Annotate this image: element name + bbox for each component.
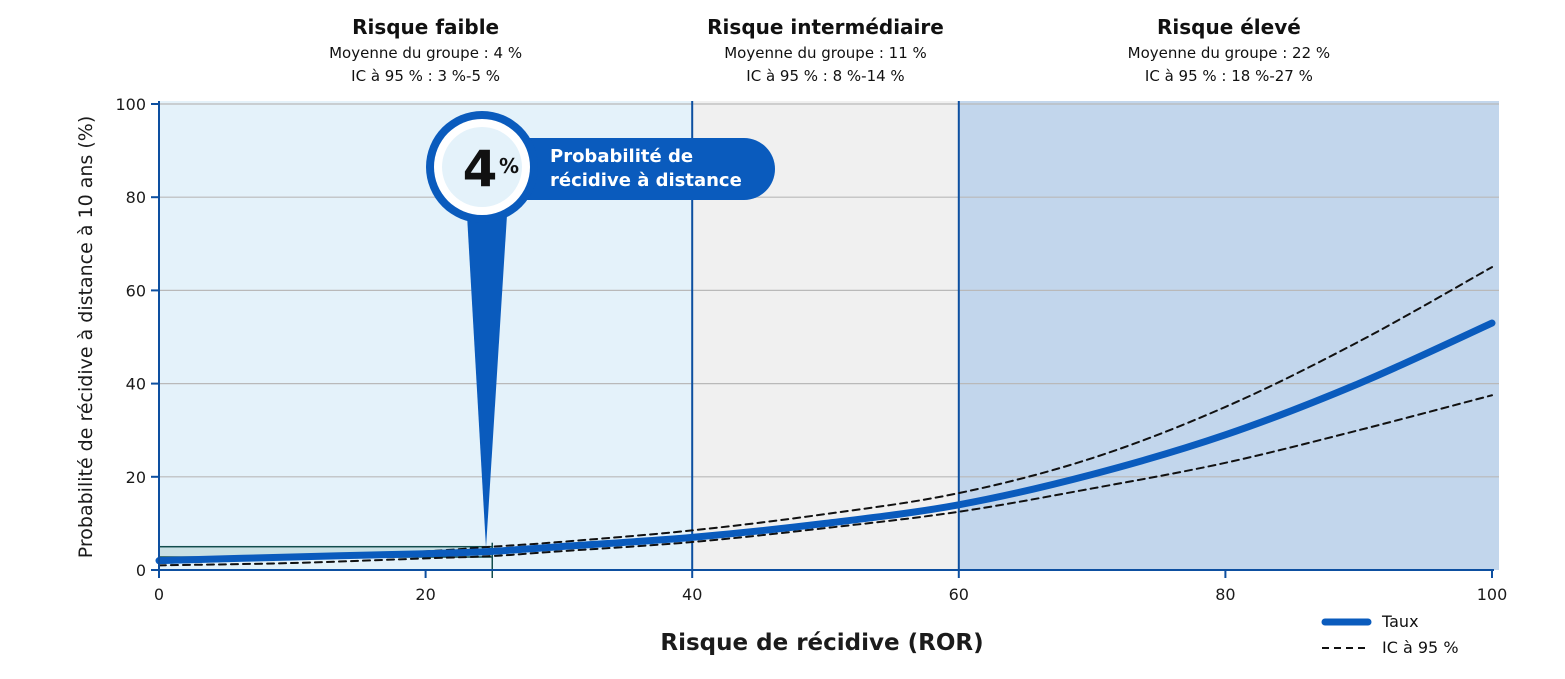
series-lines [155, 266, 1496, 567]
zone-mean-0: Moyenne du groupe : 4 % [329, 44, 522, 62]
zone-title-1: Risque intermédiaire [707, 15, 944, 39]
legend-label-taux: Taux [1381, 612, 1419, 631]
zone-mean-2: Moyenne du groupe : 22 % [1128, 44, 1331, 62]
zone-background-2 [958, 101, 1499, 570]
axes: 0 20 40 60 80 100 0 20 40 60 80 100 [115, 95, 1507, 604]
callout-value: 4 [463, 140, 498, 198]
risk-zones [159, 101, 1499, 570]
zone-mean-1: Moyenne du groupe : 11 % [724, 44, 927, 62]
y-tick-label-2: 40 [126, 375, 146, 394]
zone-ci-0: IC à 95 % : 3 %-5 % [351, 67, 500, 85]
series-line-2 [158, 394, 1493, 567]
callout-label-pill [490, 138, 775, 200]
zone-ci-2: IC à 95 % : 18 %-27 % [1145, 67, 1313, 85]
x-tick-label-0: 0 [154, 585, 164, 604]
y-tick-label-3: 60 [126, 281, 146, 300]
zone-ci-1: IC à 95 % : 8 %-14 % [746, 67, 904, 85]
y-tick-label-4: 80 [126, 188, 146, 207]
series-line-1 [158, 266, 1493, 565]
legend-label-ic: IC à 95 % [1382, 638, 1459, 657]
y-tick-label-1: 20 [126, 468, 146, 487]
callout: 4 % Probabilité de récidive à distance [426, 111, 775, 548]
callout-label-line1: Probabilité de [550, 146, 693, 167]
x-axis-title: Risque de récidive (ROR) [660, 630, 983, 656]
x-tick-label-2: 40 [682, 585, 702, 604]
callout-circle-inner [442, 127, 522, 207]
y-tick-label-5: 100 [115, 95, 146, 114]
legend: Taux IC à 95 % [1321, 612, 1459, 657]
axis-titles: Risque de récidive (ROR) Probabilité de … [75, 116, 984, 656]
x-tick-label-1: 20 [415, 585, 435, 604]
callout-label-line2: récidive à distance [550, 170, 742, 191]
zone-titles: Risque faible Moyenne du groupe : 4 % IC à… [329, 15, 1330, 85]
callout-pointer [467, 215, 507, 548]
y-axis-title: Probabilité de récidive à distance à 10 … [75, 116, 97, 558]
x-tick-label-4: 80 [1215, 585, 1235, 604]
series-line-0 [155, 319, 1496, 565]
x-tick-label-3: 60 [949, 585, 969, 604]
x-tick-label-5: 100 [1477, 585, 1508, 604]
zone-title-0: Risque faible [352, 15, 499, 39]
callout-unit: % [499, 154, 519, 178]
zone-title-2: Risque élevé [1157, 15, 1301, 39]
y-tick-label-0: 0 [136, 561, 146, 580]
